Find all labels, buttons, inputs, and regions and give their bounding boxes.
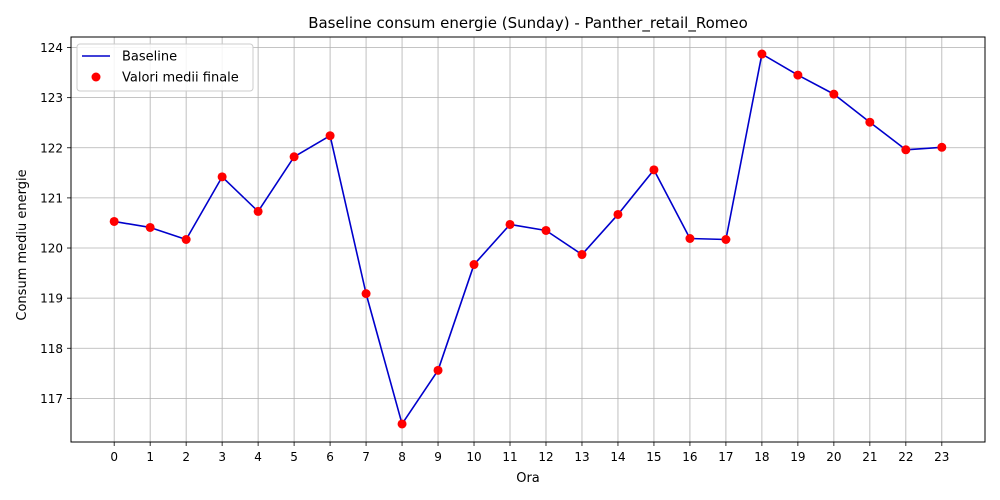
- valori-data-point: [217, 172, 227, 182]
- legend-label-baseline: Baseline: [122, 50, 177, 65]
- valori-data-point: [649, 165, 659, 175]
- x-tick-label: 6: [326, 450, 334, 464]
- x-tick-label: 16: [682, 450, 697, 464]
- valori-data-point: [613, 209, 623, 219]
- valori-data-point: [901, 145, 911, 155]
- valori-data-point: [253, 206, 263, 216]
- valori-data-point: [577, 250, 587, 260]
- legend: Baseline Valori medii finale: [76, 43, 254, 92]
- valori-data-point: [829, 89, 839, 99]
- valori-data-point: [685, 234, 695, 243]
- y-tick-label: 121: [40, 191, 63, 205]
- y-tick-label: 122: [40, 141, 63, 155]
- plot-frame: [70, 36, 986, 443]
- x-axis-label: Ora: [516, 471, 540, 486]
- valori-data-point: [109, 216, 119, 226]
- y-tick-label: 119: [40, 292, 63, 306]
- x-tick-label: 8: [398, 450, 406, 464]
- y-tick-label: 118: [40, 342, 63, 356]
- x-tick-label: 20: [826, 450, 841, 464]
- x-tick-label: 1: [146, 450, 154, 464]
- x-tick-label: 15: [646, 450, 661, 464]
- valori-data-point: [757, 49, 767, 59]
- valori-data-point: [289, 152, 299, 162]
- valori-data-point: [505, 219, 515, 229]
- valori-data-point: [865, 117, 875, 127]
- legend-box: [76, 43, 254, 92]
- valori-data-point: [721, 235, 731, 244]
- x-tick-label: 17: [718, 450, 733, 464]
- valori-data-point: [145, 222, 155, 232]
- x-axis-ticks: 0 1 2 3 4 5 6 7 8 9 10 11 12 13 14 15 16 17 18 19 20 21 22 23: [110, 442, 949, 464]
- x-tick-label: 13: [574, 450, 589, 464]
- x-tick-label: 23: [934, 450, 949, 464]
- y-axis-label: Consum mediu energie: [15, 169, 30, 320]
- x-tick-label: 18: [754, 450, 769, 464]
- x-tick-label: 11: [502, 450, 517, 464]
- y-tick-label: 120: [40, 242, 63, 256]
- valori-data-point: [541, 225, 551, 235]
- x-tick-label: 2: [182, 450, 190, 464]
- x-tick-label: 9: [434, 450, 442, 464]
- valori-data-point: [469, 260, 479, 270]
- x-tick-label: 22: [898, 450, 913, 464]
- y-tick-label: 117: [40, 392, 63, 406]
- plot-series: [109, 49, 947, 429]
- x-tick-label: 19: [790, 450, 805, 464]
- y-tick-label: 124: [40, 41, 63, 55]
- x-tick-label: 3: [218, 450, 226, 464]
- legend-marker-swatch: [91, 72, 101, 82]
- valori-data-point: [793, 70, 803, 80]
- x-tick-label: 14: [610, 450, 625, 464]
- x-tick-label: 7: [362, 450, 370, 464]
- x-tick-label: 5: [290, 450, 298, 464]
- valori-data-point: [361, 289, 371, 299]
- grid: [71, 37, 985, 442]
- y-tick-label: 123: [40, 91, 63, 105]
- x-tick-label: 12: [538, 450, 553, 464]
- baseline-series-line: [114, 53, 942, 425]
- chart-title: Baseline consum energie (Sunday) - Panth…: [308, 14, 748, 33]
- x-tick-label: 21: [862, 450, 877, 464]
- valori-data-point: [433, 365, 443, 375]
- valori-data-point: [937, 142, 947, 152]
- legend-label-valori: Valori medii finale: [122, 71, 239, 86]
- x-tick-label: 10: [466, 450, 481, 464]
- x-tick-label: 4: [254, 450, 262, 464]
- valori-data-point: [181, 235, 191, 244]
- valori-data-point: [397, 419, 407, 429]
- x-tick-label: 0: [110, 450, 118, 464]
- valori-data-point: [325, 131, 335, 141]
- y-axis-ticks: 117 118 119 120 121 122 123 124: [40, 41, 71, 406]
